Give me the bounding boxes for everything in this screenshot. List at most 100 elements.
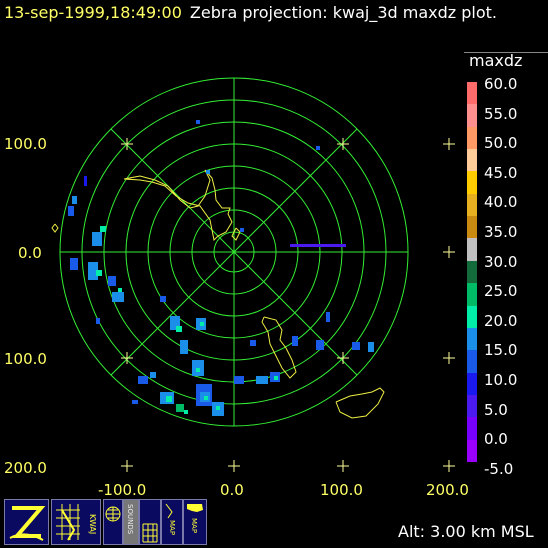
echo-pixel [176, 326, 182, 332]
colorbar-label: 55.0 [484, 104, 518, 123]
echo-pixel [316, 340, 324, 350]
colorbar-segment [467, 305, 477, 329]
grid-cross [443, 138, 455, 150]
colorbar-segment [467, 104, 477, 128]
echo-pixel [96, 270, 102, 276]
map-icon[interactable]: MAP [161, 499, 183, 545]
echo-pixel [206, 170, 210, 174]
colorbar-label: 35.0 [484, 223, 518, 241]
colorbar-segment [467, 216, 477, 239]
zebra-logo-icon[interactable] [4, 499, 49, 545]
map-label: MAP [168, 520, 176, 535]
y-axis-label: 100.0 [4, 135, 47, 153]
grid-cross [121, 352, 133, 364]
colorbar-segment [467, 149, 477, 172]
grid-cross [121, 138, 133, 150]
colorbar-label: 0.0 [484, 430, 508, 449]
colorbar-segment [467, 238, 477, 262]
colorbar-segment [467, 171, 477, 195]
colorbar-segment [467, 126, 477, 150]
grid-cross [121, 460, 133, 472]
echo-pixel [184, 410, 188, 414]
echo-pixel [292, 336, 298, 346]
colorbar-label: 40.0 [484, 193, 518, 212]
echo-pixel [274, 376, 278, 380]
us-map-label: MAP [190, 518, 198, 533]
echo-pixel [112, 292, 124, 302]
colorbar-label: 20.0 [484, 311, 518, 330]
colorbar-label: 10.0 [484, 371, 518, 389]
coastline [261, 316, 297, 379]
grid-crosses [121, 138, 455, 472]
grid-cross [443, 460, 455, 472]
colorbar-segment [467, 82, 477, 105]
azimuth-spokes [60, 78, 408, 426]
echo-pixel [96, 318, 100, 324]
colorbar-segment [467, 350, 477, 374]
altitude-readout: Alt: 3.00 km MSL [398, 522, 534, 541]
colorbar-label: 45.0 [484, 163, 518, 182]
x-axis-label: -100.0 [98, 481, 147, 499]
echo-pixel [200, 322, 204, 326]
colorbar-segment [467, 394, 477, 418]
grid-cross [228, 460, 240, 472]
coastline [335, 387, 385, 419]
x-axis-label: 0.0 [220, 481, 244, 499]
echo-pixel [138, 376, 148, 384]
colorbar-segment [467, 193, 477, 217]
sounds-icon[interactable]: SOUNDS [123, 499, 139, 545]
plot-timestamp: 13-sep-1999,18:49:00 [4, 3, 182, 22]
colorbar-label: 30.0 [484, 252, 518, 271]
grid-cross [443, 352, 455, 364]
y-axis-label: 100.0 [4, 350, 47, 368]
echo-pixel [160, 296, 166, 302]
echo-pixel [368, 342, 374, 352]
echo-pixel [150, 372, 156, 378]
grid-icon[interactable] [139, 499, 161, 545]
echo-pixel [180, 340, 188, 354]
y-axis-label: 200.0 [4, 459, 47, 477]
spoke [110, 128, 358, 376]
echo-pixel [68, 206, 74, 216]
echo-pixel [316, 146, 320, 150]
colorbar-segment [467, 327, 477, 351]
colorbar-segment [467, 260, 477, 284]
colorbar-label: 25.0 [484, 282, 518, 301]
sounds-label: SOUNDS [126, 504, 134, 535]
echo-pixel [72, 196, 77, 204]
legend-divider [464, 52, 548, 53]
coastline [51, 223, 59, 233]
globe-icon[interactable] [103, 499, 123, 545]
echo-pixel [216, 406, 220, 410]
x-axis-label: 100.0 [320, 481, 363, 499]
colorbar-label: 15.0 [484, 341, 518, 360]
colorbar-segment [467, 372, 477, 396]
echo-pixel [204, 396, 208, 400]
reflectivity-echoes [68, 120, 374, 416]
echo-pixel [176, 404, 184, 412]
echo-pixel [132, 400, 138, 404]
echo-pixel [118, 288, 122, 292]
colorbar-label: 60.0 [484, 75, 518, 93]
us-map-icon[interactable]: MAP [183, 499, 207, 545]
echo-pixel [70, 258, 78, 270]
colorbar-label: -5.0 [484, 459, 514, 478]
echo-pixel [234, 376, 244, 384]
plot-description: Zebra projection: kwaj_3d maxdz plot. [189, 3, 497, 22]
echo-pixel [108, 276, 116, 286]
echo-pixel [88, 262, 98, 280]
plot-title: 13-sep-1999,18:49:00 Zebra projection: kw… [4, 3, 497, 22]
echo-pixel [326, 312, 330, 322]
grid-cross [337, 460, 349, 472]
grid-cross [337, 352, 349, 364]
echo-pixel [256, 376, 268, 384]
colorbar-segment [467, 439, 477, 463]
echo-pixel [250, 340, 256, 346]
kwaj-label: KWAJ [88, 514, 97, 534]
coastlines [51, 169, 385, 419]
echo-pixel [290, 244, 346, 247]
grid-cross [337, 138, 349, 150]
echo-pixel [166, 396, 172, 402]
kwaj-radar-icon[interactable]: KWAJ [51, 499, 101, 545]
